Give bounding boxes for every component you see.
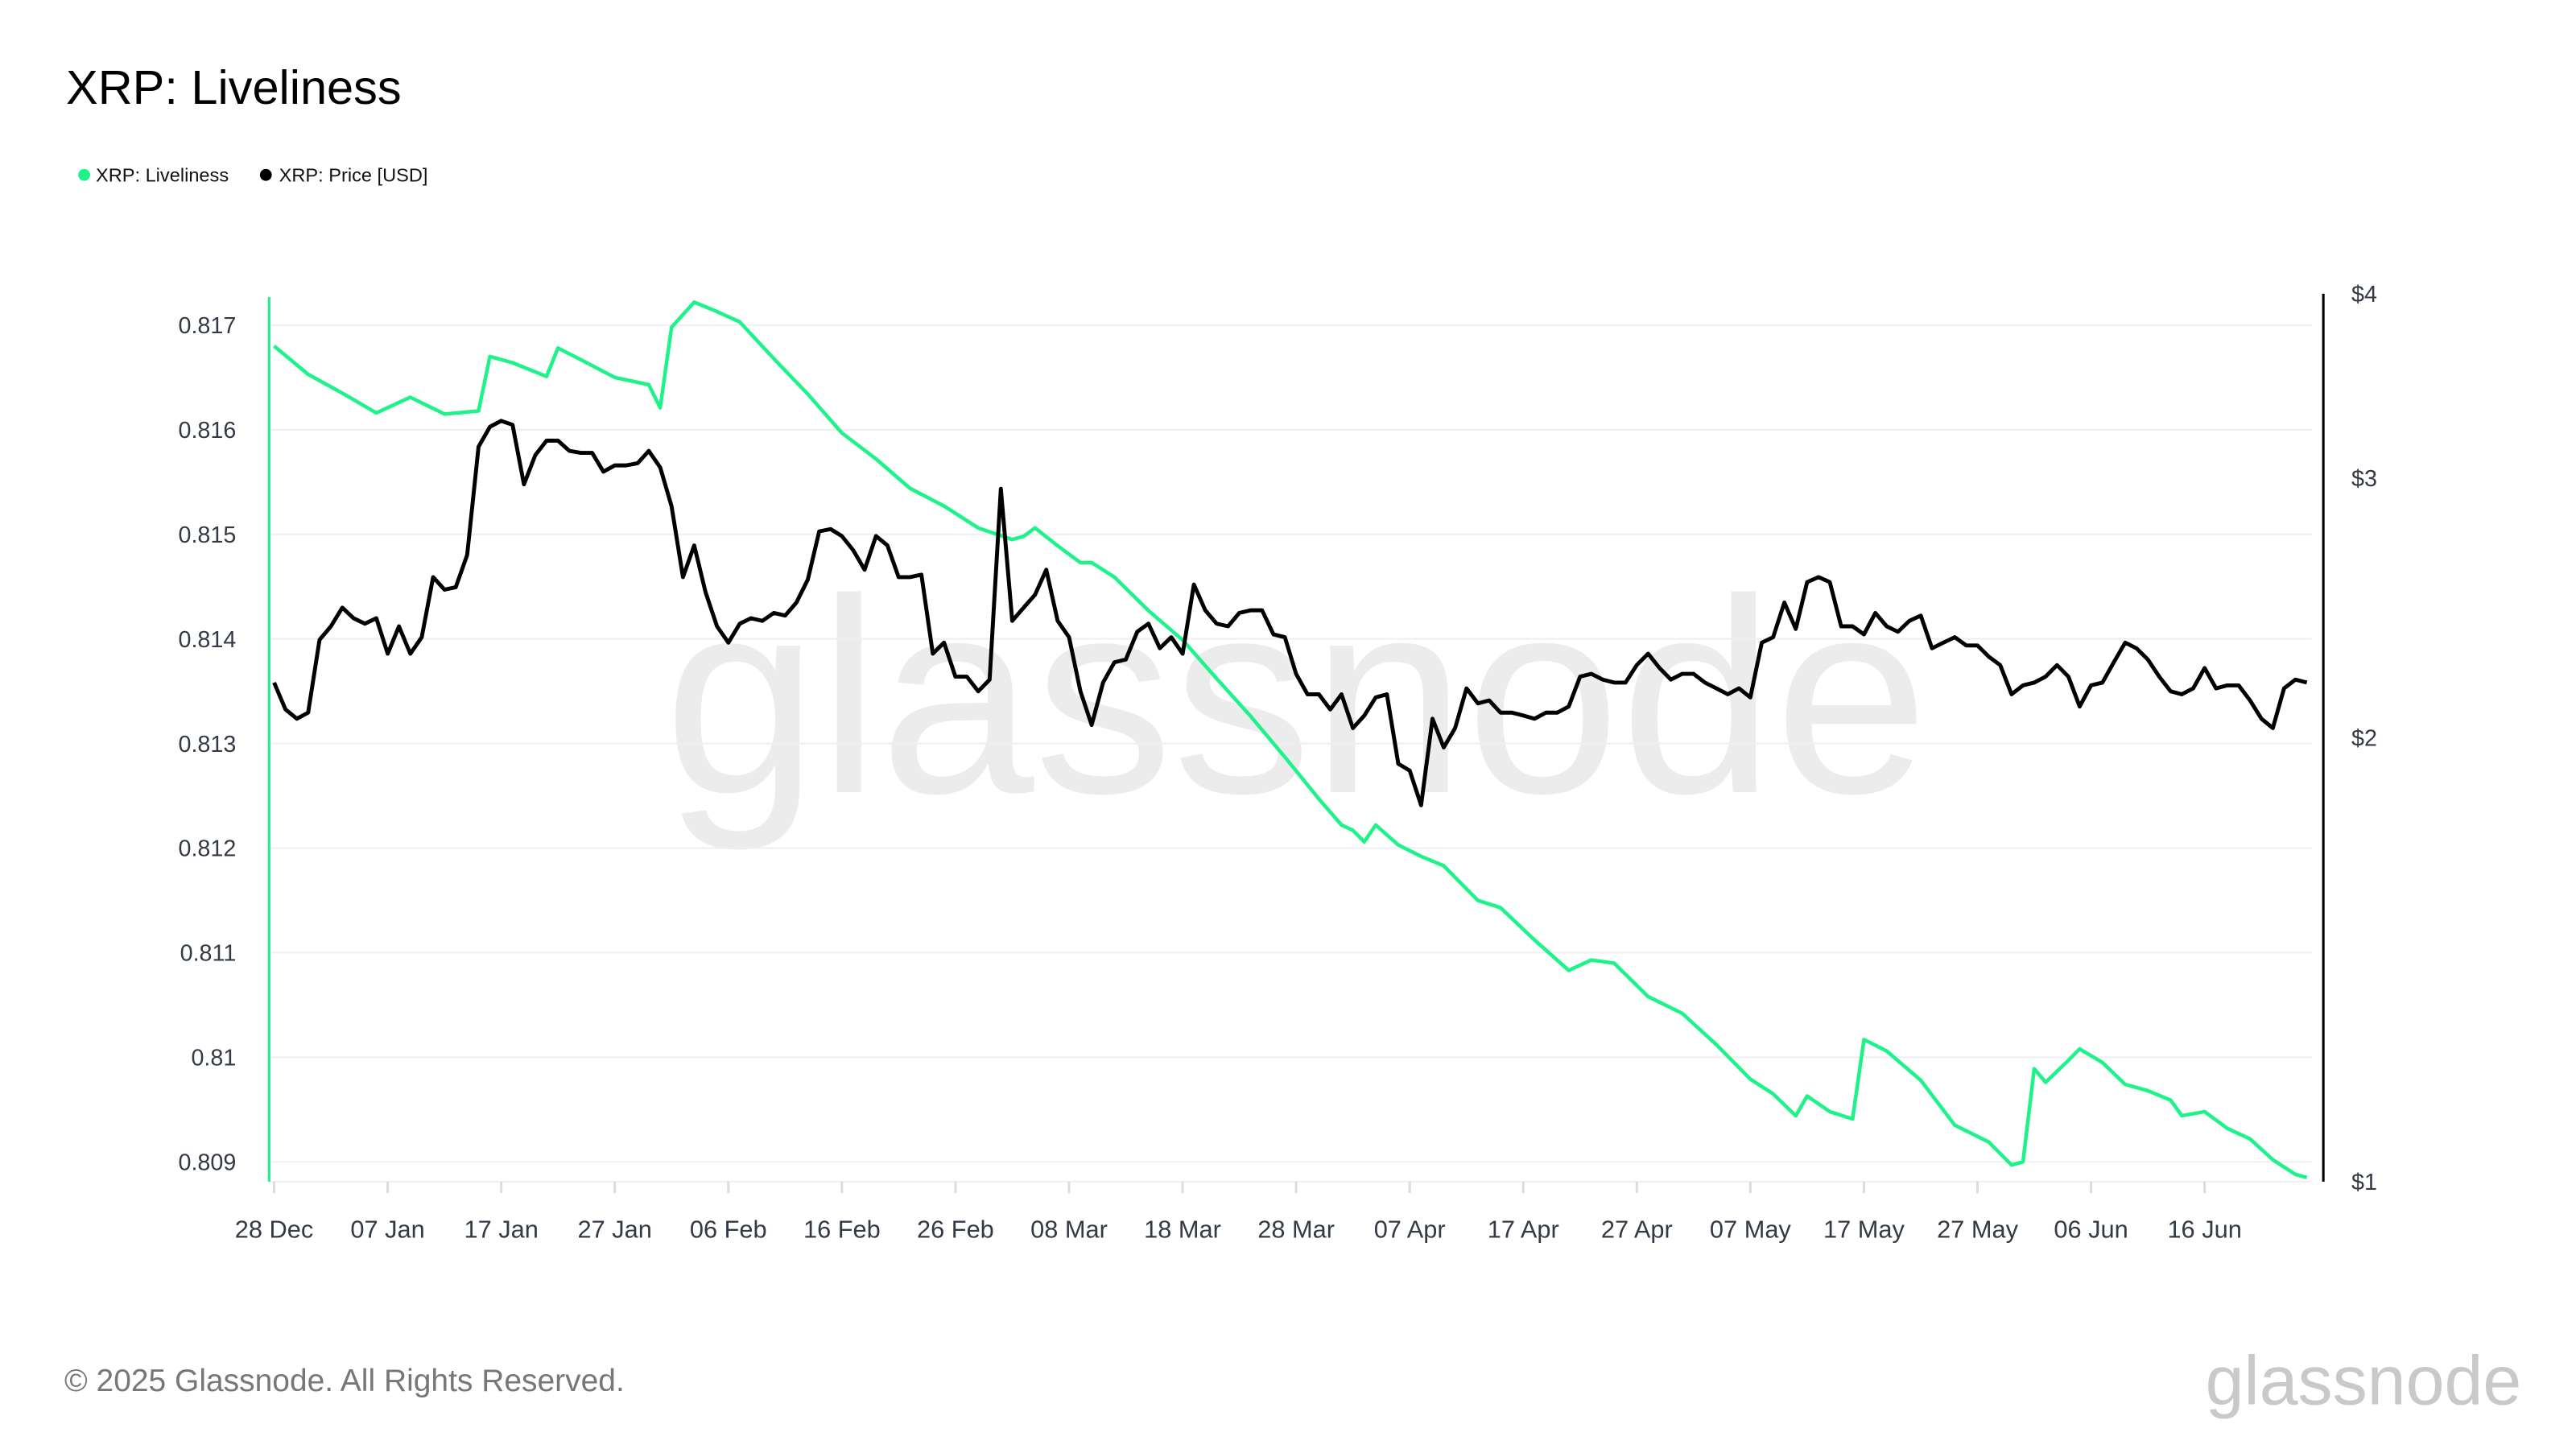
x-axis-tick-label: 08 Mar — [1030, 1216, 1108, 1244]
watermark: glassnode — [664, 542, 1929, 852]
glassnode-logo: glassnode — [2206, 1343, 2522, 1420]
left-axis-tick-label: 0.81 — [191, 1046, 236, 1071]
series-line-liveliness — [273, 300, 2308, 1179]
x-axis-tick-label: 07 Apr — [1374, 1216, 1446, 1244]
copyright-text: © 2025 Glassnode. All Rights Reserved. — [64, 1364, 625, 1398]
x-axis-tick-label: 17 Apr — [1488, 1216, 1559, 1244]
left-axis-tick-label: 0.812 — [179, 836, 237, 862]
series-lines — [272, 300, 2308, 1179]
x-axis-tick-label: 06 Feb — [690, 1216, 767, 1244]
x-axis-tick-label: 27 Jan — [578, 1216, 652, 1244]
x-axis-tick-label: 17 Jan — [464, 1216, 538, 1244]
legend: XRP: Liveliness XRP: Price [USD] — [78, 165, 427, 186]
left-axis-tick-label: 0.816 — [179, 418, 237, 444]
x-axis-tick-label: 28 Mar — [1257, 1216, 1335, 1244]
x-axis-tick-label: 27 Apr — [1601, 1216, 1673, 1244]
series-line-price — [272, 419, 2308, 807]
x-axis-tick-label: 18 Mar — [1144, 1216, 1221, 1244]
legend-item-price[interactable]: XRP: Price [USD] — [259, 165, 428, 186]
left-axis-tick-label: 0.813 — [179, 732, 237, 758]
legend-price-label: XRP: Price [USD] — [279, 165, 428, 186]
right-axis-labels: $4 $3 $2 $1 — [2351, 282, 2377, 1195]
left-axis-tick-label: 0.815 — [179, 522, 237, 548]
x-axis-tick-label: 27 May — [1937, 1216, 2018, 1244]
right-axis-tick-label: $3 — [2351, 466, 2377, 492]
x-axis-tick-label: 28 Dec — [235, 1216, 313, 1244]
left-axis-tick-label: 0.814 — [179, 627, 237, 653]
left-axis-labels: 0.817 0.816 0.815 0.814 0.813 0.812 0.811 0.81 0… — [179, 313, 237, 1175]
right-axis-tick-label: $2 — [2351, 726, 2377, 752]
legend-item-liveliness[interactable]: XRP: Liveliness — [78, 165, 229, 186]
x-axis-tick-label: 16 Jun — [2167, 1216, 2241, 1244]
x-axis-tick-label: 17 May — [1823, 1216, 1905, 1244]
left-axis-tick-label: 0.817 — [179, 313, 237, 339]
legend-liveliness-dot-icon — [78, 168, 91, 181]
x-axis-tick-label: 07 May — [1710, 1216, 1791, 1244]
left-axis-tick-label: 0.809 — [179, 1150, 237, 1176]
x-axis-tick-label: 16 Feb — [803, 1216, 881, 1244]
gridlines — [269, 324, 2312, 1183]
left-axis-tick-label: 0.811 — [180, 941, 237, 967]
page-title: XRP: Liveliness — [66, 60, 402, 114]
x-axis: 28 Dec 07 Jan 17 Jan 27 Jan 06 Feb 16 Feb 26 F… — [235, 1181, 2242, 1244]
x-axis-tick-label: 07 Jan — [350, 1216, 424, 1244]
legend-price-dot-icon — [259, 168, 272, 181]
x-axis-tick-label: 06 Jun — [2054, 1216, 2128, 1244]
x-axis-tick-label: 26 Feb — [917, 1216, 994, 1244]
right-axis-tick-label: $4 — [2351, 282, 2377, 308]
right-axis-tick-label: $1 — [2351, 1170, 2377, 1195]
legend-liveliness-label: XRP: Liveliness — [96, 165, 229, 186]
